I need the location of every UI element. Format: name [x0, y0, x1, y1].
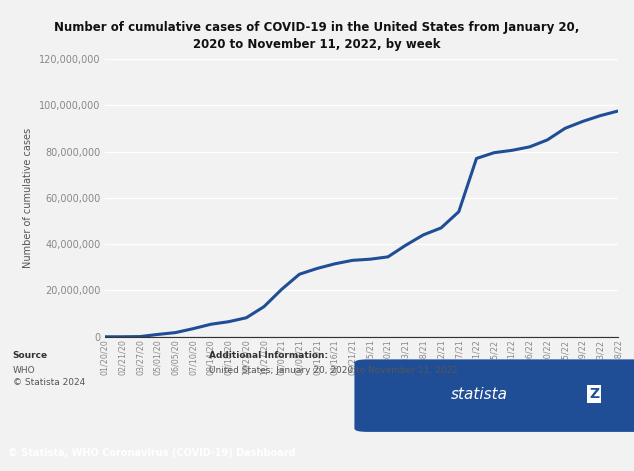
Text: United States; January 20, 2020 to November 11, 2022: United States; January 20, 2020 to Novem… [209, 366, 458, 375]
Text: Additional Information:: Additional Information: [209, 351, 328, 360]
FancyBboxPatch shape [354, 359, 634, 432]
Y-axis label: Number of cumulative cases: Number of cumulative cases [23, 128, 34, 268]
Text: Source: Source [13, 351, 48, 360]
Text: Number of cumulative cases of COVID-19 in the United States from January 20,
202: Number of cumulative cases of COVID-19 i… [55, 21, 579, 51]
Text: Z: Z [589, 387, 599, 401]
Text: statista: statista [451, 387, 508, 402]
Text: © Statista, WHO Coronavirus (COVID-19) Dashboard: © Statista, WHO Coronavirus (COVID-19) D… [8, 448, 295, 458]
Text: WHO
© Statista 2024: WHO © Statista 2024 [13, 366, 85, 387]
